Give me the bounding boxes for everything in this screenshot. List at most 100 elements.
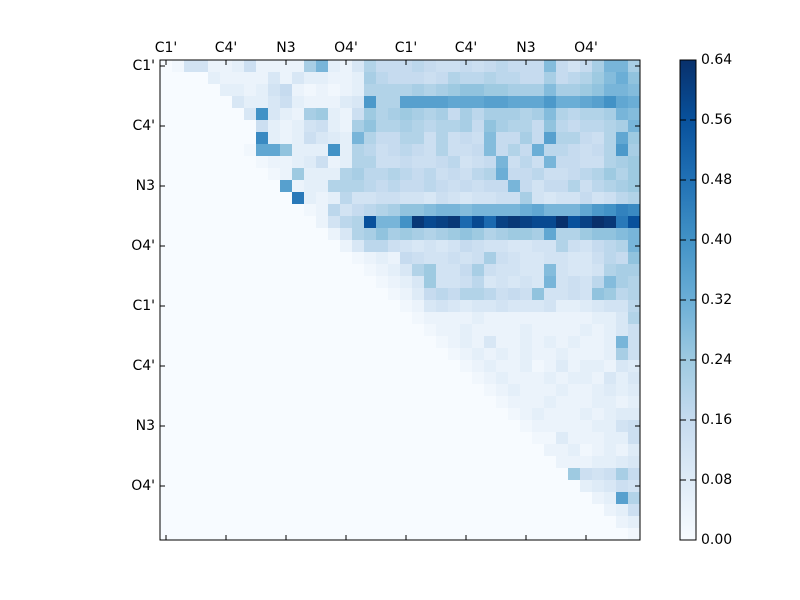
heatmap-cell (436, 108, 449, 121)
heatmap-cell (592, 360, 605, 373)
heatmap-cell (196, 132, 209, 145)
heatmap-cell (592, 156, 605, 169)
heatmap-cell (316, 132, 329, 145)
heatmap-cell (364, 468, 377, 481)
heatmap-cell (508, 168, 521, 181)
heatmap-cell (400, 228, 413, 241)
heatmap-cell (364, 336, 377, 349)
heatmap-cell (244, 312, 257, 325)
heatmap-cell (460, 60, 473, 73)
heatmap-cell (400, 108, 413, 121)
heatmap-cell (616, 228, 629, 241)
heatmap-cell (628, 180, 641, 193)
heatmap-cell (412, 372, 425, 385)
heatmap-cell (220, 432, 233, 445)
heatmap-cell (532, 456, 545, 469)
heatmap-cell (280, 168, 293, 181)
heatmap-cell (532, 348, 545, 361)
colorbar-tick-label: 0.32 (701, 292, 732, 308)
heatmap-cell (328, 228, 341, 241)
heatmap-cell (316, 372, 329, 385)
heatmap-cell (340, 456, 353, 469)
heatmap-cell (160, 480, 173, 493)
heatmap-cell (568, 408, 581, 421)
heatmap-cell (400, 408, 413, 421)
heatmap-cell (304, 288, 317, 301)
heatmap-cell (400, 480, 413, 493)
heatmap-cell (280, 276, 293, 289)
heatmap-cell (580, 372, 593, 385)
heatmap-cell (340, 120, 353, 133)
heatmap-cell (556, 192, 569, 205)
heatmap-cell (424, 252, 437, 265)
heatmap-cell (364, 288, 377, 301)
heatmap-cell (364, 324, 377, 337)
heatmap-cell (400, 468, 413, 481)
heatmap-cell (484, 228, 497, 241)
heatmap-cell (520, 336, 533, 349)
heatmap-cell (388, 144, 401, 157)
heatmap-cell (208, 120, 221, 133)
heatmap-cell (580, 252, 593, 265)
heatmap-cell (460, 336, 473, 349)
heatmap-cell (184, 108, 197, 121)
heatmap-cell (616, 528, 629, 541)
heatmap-cell (412, 96, 425, 109)
x-tick-label: O4' (334, 40, 358, 56)
heatmap-cell (520, 456, 533, 469)
heatmap-cell (508, 240, 521, 253)
heatmap-cell (172, 312, 185, 325)
heatmap-cell (436, 408, 449, 421)
heatmap-cell (424, 168, 437, 181)
heatmap-cell (184, 516, 197, 529)
heatmap-cell (604, 288, 617, 301)
heatmap-cell (424, 72, 437, 85)
heatmap-cell (580, 132, 593, 145)
heatmap-cell (268, 456, 281, 469)
heatmap-cell (220, 240, 233, 253)
heatmap-cell (556, 468, 569, 481)
heatmap-cell (184, 168, 197, 181)
heatmap-cell (568, 468, 581, 481)
heatmap-cell (268, 444, 281, 457)
heatmap-cell (544, 444, 557, 457)
heatmap-cell (256, 168, 269, 181)
heatmap-cell (472, 492, 485, 505)
heatmap-cell (232, 216, 245, 229)
heatmap-cell (484, 468, 497, 481)
heatmap-cell (304, 360, 317, 373)
heatmap-cell (388, 84, 401, 97)
heatmap-cell (220, 168, 233, 181)
heatmap-cell (400, 72, 413, 85)
heatmap-cell (580, 288, 593, 301)
heatmap-cell (424, 300, 437, 313)
heatmap-cell (340, 372, 353, 385)
x-tick-label: C1' (395, 40, 418, 56)
heatmap-cell (628, 456, 641, 469)
heatmap-cell (316, 420, 329, 433)
heatmap-cell (508, 516, 521, 529)
heatmap-cell (256, 228, 269, 241)
heatmap-cell (196, 60, 209, 73)
heatmap-cell (340, 240, 353, 253)
heatmap-cell (388, 228, 401, 241)
heatmap-cell (196, 96, 209, 109)
heatmap-cell (328, 312, 341, 325)
heatmap-cell (472, 192, 485, 205)
heatmap-cell (508, 468, 521, 481)
heatmap-cell (496, 432, 509, 445)
heatmap-cell (340, 264, 353, 277)
heatmap-cell (160, 312, 173, 325)
heatmap-cell (400, 384, 413, 397)
heatmap-cell (316, 240, 329, 253)
heatmap-cell (172, 264, 185, 277)
heatmap-cell (268, 360, 281, 373)
heatmap-cell (532, 396, 545, 409)
heatmap-cell (448, 336, 461, 349)
heatmap-cell (328, 216, 341, 229)
heatmap-cell (388, 504, 401, 517)
heatmap-cell (388, 132, 401, 145)
heatmap-cell (604, 360, 617, 373)
heatmap-cell (232, 504, 245, 517)
heatmap-cell (268, 516, 281, 529)
